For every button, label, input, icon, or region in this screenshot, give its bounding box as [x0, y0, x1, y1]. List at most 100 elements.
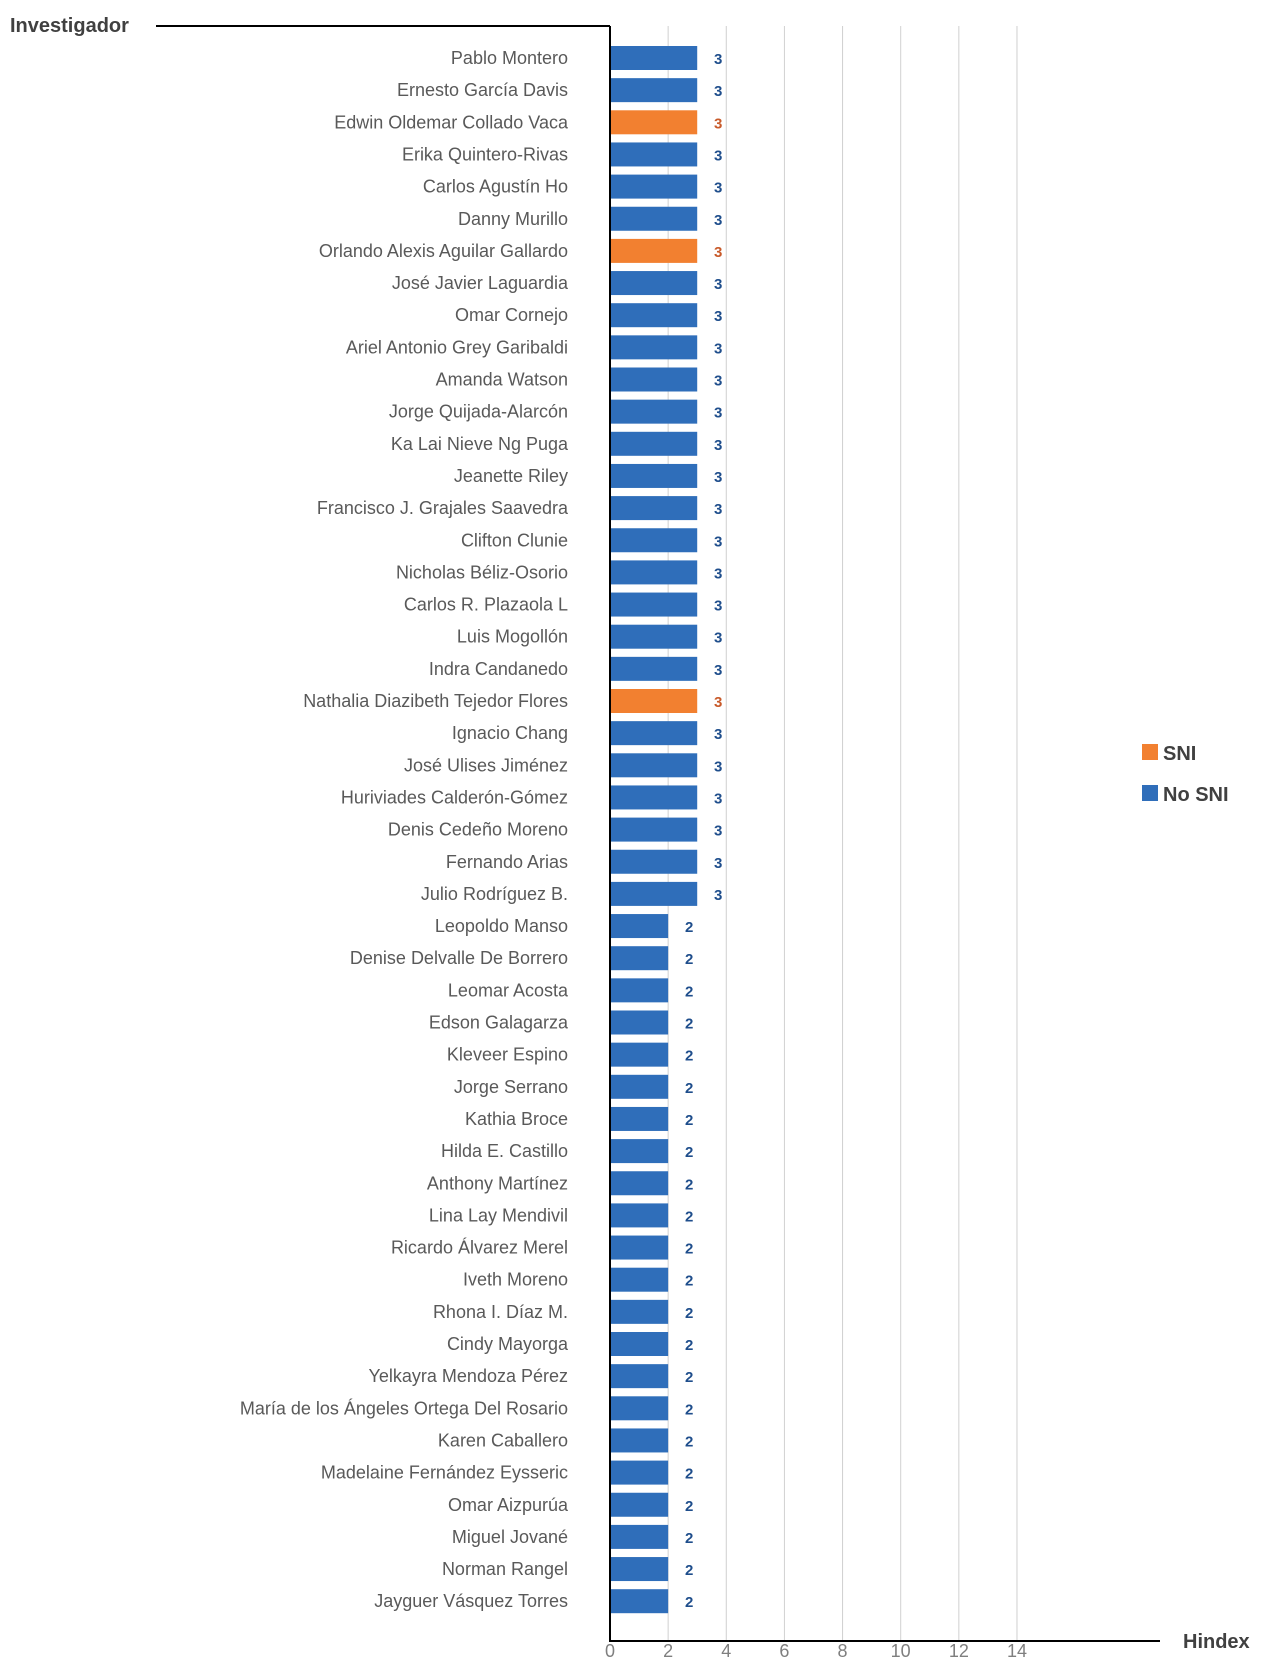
bar: [611, 1010, 669, 1035]
data-label: 3: [714, 212, 722, 229]
bar: [611, 1428, 669, 1453]
bar: [611, 656, 698, 681]
data-label: 3: [714, 823, 722, 840]
bar: [611, 881, 698, 906]
data-label: 2: [685, 1016, 693, 1033]
category-label: Rhona I. Díaz M.: [433, 1302, 568, 1322]
bar: [611, 1396, 669, 1421]
bar: [611, 1235, 669, 1260]
category-label: Nathalia Diazibeth Tejedor Flores: [303, 691, 568, 711]
bar: [611, 1557, 669, 1582]
bars: [611, 46, 698, 1614]
data-label: 2: [685, 983, 693, 1000]
data-label: 3: [714, 340, 722, 357]
data-label: 3: [714, 726, 722, 743]
bar: [611, 914, 669, 939]
legend-swatch-no-sni: [1142, 785, 1158, 801]
x-tick-label: 12: [949, 1641, 969, 1661]
bar: [611, 431, 698, 456]
data-label: 2: [685, 1112, 693, 1129]
bar: [611, 1332, 669, 1356]
category-label: Luis Mogollón: [457, 627, 568, 647]
data-label: 3: [714, 147, 722, 164]
category-label: Edwin Oldemar Collado Vaca: [334, 112, 569, 132]
bar: [611, 1492, 669, 1517]
bar: [611, 46, 698, 70]
category-label: Pablo Montero: [451, 48, 568, 68]
category-label: Clifton Clunie: [461, 530, 568, 550]
x-tick-label: 14: [1007, 1641, 1027, 1661]
data-label: 2: [685, 1080, 693, 1097]
data-label: 2: [685, 1273, 693, 1290]
data-label: 2: [685, 1208, 693, 1225]
category-label: Ricardo Álvarez Merel: [391, 1238, 568, 1258]
bar: [611, 753, 698, 778]
data-label: 2: [685, 951, 693, 968]
data-label: 3: [714, 501, 722, 518]
category-label: Jeanette Riley: [454, 466, 568, 486]
data-label: 2: [685, 1144, 693, 1161]
data-label: 2: [685, 1433, 693, 1450]
bar: [611, 399, 698, 424]
category-label: Kathia Broce: [465, 1109, 568, 1129]
category-label: Denis Cedeño Moreno: [388, 820, 568, 840]
data-label: 2: [685, 1498, 693, 1515]
bar: [611, 1106, 669, 1131]
data-label: 3: [714, 51, 722, 68]
bar: [611, 238, 698, 263]
bar: [611, 689, 698, 713]
category-label: Hilda E. Castillo: [441, 1141, 568, 1161]
data-label: 3: [714, 276, 722, 293]
category-label: Julio Rodríguez B.: [421, 884, 568, 904]
bar: [611, 1364, 669, 1389]
category-label: Cindy Mayorga: [447, 1334, 569, 1354]
bar: [611, 1267, 669, 1292]
legend-swatch-sni: [1142, 744, 1158, 760]
data-label: 2: [685, 1401, 693, 1418]
data-label: 2: [685, 1369, 693, 1386]
bar: [611, 496, 698, 521]
category-label: Huriviades Calderón-Gómez: [341, 787, 568, 807]
bar: [611, 142, 698, 167]
bar: [611, 174, 698, 199]
data-label: 3: [714, 405, 722, 422]
data-label: 2: [685, 1305, 693, 1322]
category-label: Jayguer Vásquez Torres: [374, 1591, 568, 1611]
category-label: Fernando Arias: [446, 852, 568, 872]
category-label: Omar Aizpurúa: [448, 1495, 569, 1515]
category-label: Indra Candanedo: [429, 659, 568, 679]
category-label: Amanda Watson: [436, 370, 568, 390]
data-label: 3: [714, 598, 722, 615]
category-label: Denise Delvalle De Borrero: [350, 948, 568, 968]
data-label: 3: [714, 855, 722, 872]
legend-label-no-sni: No SNI: [1163, 784, 1229, 806]
bar: [611, 560, 698, 585]
data-label: 2: [685, 1048, 693, 1065]
bar: [611, 624, 698, 649]
data-label: 2: [685, 1594, 693, 1611]
bar: [611, 978, 669, 1003]
data-label: 2: [685, 919, 693, 936]
category-label: Danny Murillo: [458, 209, 568, 229]
data-label: 2: [685, 1466, 693, 1483]
y-axis-title: Investigador: [10, 15, 129, 37]
data-label: 2: [685, 1241, 693, 1258]
data-label: 3: [714, 437, 722, 454]
bar: [611, 206, 698, 231]
bar: [611, 1139, 669, 1164]
category-label: María de los Ángeles Ortega Del Rosario: [240, 1398, 568, 1418]
category-label: Karen Caballero: [438, 1430, 568, 1450]
data-label: 3: [714, 115, 722, 132]
category-label: Francisco J. Grajales Saavedra: [317, 498, 569, 518]
category-label: Miguel Jované: [452, 1527, 568, 1547]
bar: [611, 785, 698, 810]
bar: [611, 271, 698, 296]
bar: [611, 1171, 669, 1196]
x-tick-label: 8: [838, 1641, 848, 1661]
bar: [611, 1042, 669, 1067]
data-label: 2: [685, 1530, 693, 1547]
category-label: Norman Rangel: [442, 1559, 568, 1579]
category-label: Edson Galagarza: [429, 1013, 569, 1033]
x-tick-label: 4: [721, 1641, 731, 1661]
category-label: Anthony Martínez: [427, 1173, 568, 1193]
